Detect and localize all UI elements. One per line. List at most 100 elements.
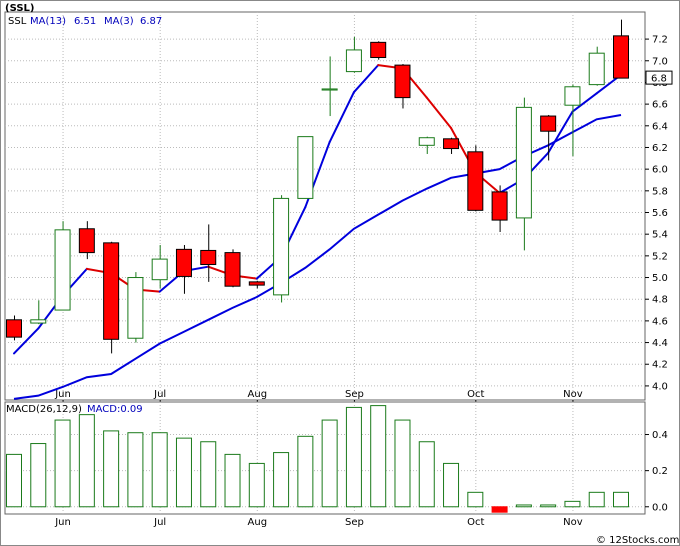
candle-body bbox=[394, 64, 411, 99]
macd-bar bbox=[613, 491, 629, 508]
candle bbox=[224, 249, 241, 288]
candle-body bbox=[467, 151, 484, 211]
candle-body bbox=[273, 197, 290, 296]
candle bbox=[297, 136, 314, 199]
macd-x-tick-label: Nov bbox=[563, 517, 583, 528]
macd-bar bbox=[6, 453, 22, 508]
candles bbox=[6, 19, 629, 354]
ma3-segment bbox=[571, 92, 598, 113]
macd-bar bbox=[321, 419, 338, 508]
candle-body bbox=[321, 88, 338, 91]
macd-x-tick-label: Jun bbox=[54, 517, 71, 528]
macd-y-tick-label: 0.0 bbox=[652, 502, 668, 513]
macd-bar bbox=[491, 506, 508, 513]
price-y-tick-label: 4.8 bbox=[652, 295, 668, 306]
macd-bar bbox=[467, 491, 484, 508]
candle bbox=[248, 280, 265, 289]
price-y-tick-label: 5.0 bbox=[652, 273, 668, 284]
price-x-tick-label: Oct bbox=[467, 389, 484, 400]
candle-body bbox=[248, 281, 265, 286]
candle bbox=[273, 195, 290, 303]
price-y-tick-label: 5.4 bbox=[652, 230, 668, 241]
candle bbox=[175, 245, 192, 294]
candle-body bbox=[370, 41, 387, 59]
last-price-tag-text: 6.8 bbox=[651, 74, 667, 85]
macd-bar bbox=[564, 500, 581, 508]
macd-bar bbox=[394, 419, 411, 508]
price-y-tick-label: 4.2 bbox=[652, 360, 668, 371]
candle-body bbox=[564, 86, 581, 106]
candle-body bbox=[515, 106, 532, 219]
candle bbox=[418, 136, 435, 154]
candle-body bbox=[613, 35, 629, 79]
price-x-tick-label: Jun bbox=[54, 389, 71, 400]
candle bbox=[6, 315, 22, 341]
candle-body bbox=[491, 191, 508, 221]
macd-bar bbox=[273, 452, 290, 508]
last-price-tag: 6.8 bbox=[645, 70, 673, 85]
candle bbox=[321, 56, 338, 117]
candle-body bbox=[151, 258, 168, 281]
candle-body bbox=[127, 277, 144, 339]
candle-body bbox=[175, 248, 192, 277]
macd-bar bbox=[540, 504, 557, 508]
price-y-tick-label: 5.8 bbox=[652, 186, 668, 197]
price-y-tick-label: 4.0 bbox=[652, 381, 668, 392]
macd-x-tick-label: Oct bbox=[467, 517, 484, 528]
legend-ma13-value: 6.51 bbox=[74, 16, 96, 27]
price-panel-frame bbox=[4, 11, 646, 401]
candle bbox=[443, 137, 460, 154]
macd-bar bbox=[443, 462, 460, 508]
candle-body bbox=[54, 229, 71, 311]
candle-body bbox=[345, 49, 362, 73]
price-x-tick-label: Nov bbox=[563, 389, 583, 400]
price-panel: 4.0 4.2 4.4 4.6 4.8 5.0 5.2 5.4 5.6 5.8 6.0 6.2 6.4 6… bbox=[4, 3, 673, 404]
candle-body bbox=[418, 137, 435, 146]
macd-y-axis: 0.0 0.2 0.4 bbox=[645, 430, 668, 513]
macd-panel: 0.0 0.2 0.4 Jun Jul Aug Sep Oct Nov MACD(26,12,… bbox=[4, 401, 668, 528]
candle bbox=[515, 97, 532, 251]
macd-x-tick-label: Jul bbox=[153, 517, 166, 528]
candle-body bbox=[297, 136, 314, 199]
ma3-segment bbox=[13, 327, 40, 355]
macd-bar bbox=[418, 441, 435, 508]
candle bbox=[345, 36, 362, 73]
macd-bar bbox=[151, 432, 168, 508]
candle bbox=[491, 185, 508, 233]
candle bbox=[200, 224, 217, 282]
price-x-tick-label: Jul bbox=[153, 389, 166, 400]
candle-body bbox=[30, 319, 47, 324]
macd-bar bbox=[248, 462, 265, 508]
price-y-tick-label: 7.2 bbox=[652, 35, 668, 46]
price-y-tick-label: 4.6 bbox=[652, 316, 668, 327]
macd-bar bbox=[588, 491, 605, 508]
candle bbox=[564, 84, 581, 157]
macd-bar bbox=[54, 419, 71, 508]
legend-symbol: SSL bbox=[8, 16, 27, 27]
macd-bar bbox=[127, 432, 144, 508]
candle bbox=[588, 46, 605, 86]
price-x-tick-label: Sep bbox=[345, 389, 364, 400]
macd-bar bbox=[103, 430, 120, 508]
macd-bar bbox=[78, 414, 95, 508]
macd-bar bbox=[200, 441, 217, 508]
candle-body bbox=[200, 249, 217, 266]
candle bbox=[467, 145, 484, 212]
price-y-tick-label: 7.0 bbox=[652, 56, 668, 67]
macd-x-tick-label: Aug bbox=[248, 517, 268, 528]
price-x-tick-label: Aug bbox=[248, 389, 268, 400]
candle bbox=[540, 114, 557, 161]
price-y-tick-label: 6.6 bbox=[652, 100, 668, 111]
candle bbox=[151, 245, 168, 289]
macd-y-tick-label: 0.2 bbox=[652, 466, 668, 477]
candle-body bbox=[78, 228, 95, 254]
candle-body bbox=[443, 138, 460, 150]
ma3-segment bbox=[328, 91, 355, 144]
price-y-tick-label: 6.0 bbox=[652, 165, 668, 176]
macd-x-tick-label: Sep bbox=[345, 517, 364, 528]
candle-body bbox=[540, 115, 557, 132]
ma3-segment bbox=[547, 110, 574, 154]
macd-bar bbox=[175, 437, 192, 508]
legend-ma3-value: 6.87 bbox=[140, 16, 162, 27]
legend-ma3-label: MA(3) bbox=[104, 16, 134, 27]
